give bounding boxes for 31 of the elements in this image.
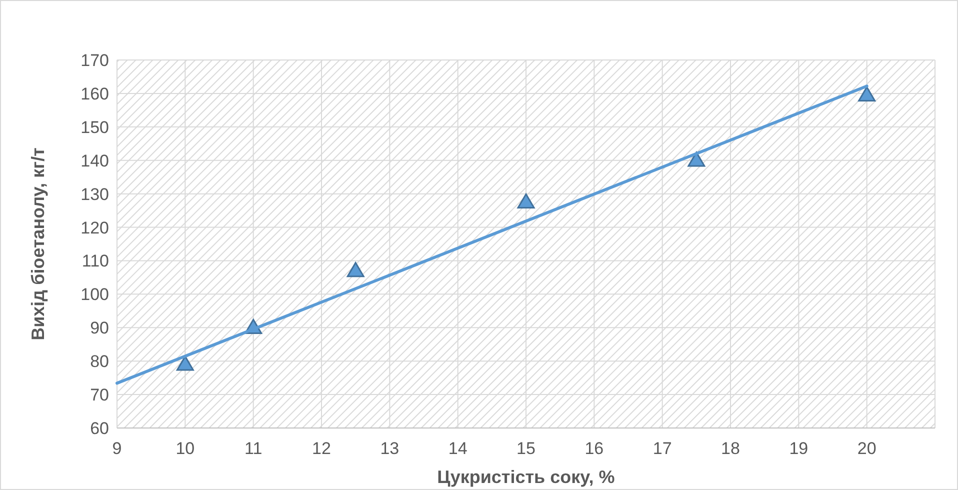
point xyxy=(688,152,706,167)
y-axis-title: Вихід біоетанолу, кг/т xyxy=(28,147,48,340)
x-tick-label: 19 xyxy=(789,439,808,458)
x-tick-label: 16 xyxy=(584,439,604,458)
y-tick-label: 140 xyxy=(80,151,109,170)
x-tick-label: 12 xyxy=(312,439,331,458)
x-tick-label: 15 xyxy=(516,439,536,458)
y-tick-label: 110 xyxy=(82,252,109,271)
y-tick-label: 150 xyxy=(80,118,109,137)
y-tick-label: 80 xyxy=(90,352,109,372)
y-tick-label: 100 xyxy=(80,285,109,304)
x-tick-label: 13 xyxy=(380,439,400,458)
y-tick-label: 60 xyxy=(90,419,109,438)
x-tick-label: 18 xyxy=(721,439,740,458)
x-tick-label: 17 xyxy=(652,439,672,458)
y-tick-label: 130 xyxy=(80,184,109,204)
y-tick-label: 120 xyxy=(80,218,109,238)
point xyxy=(346,262,364,278)
x-tick-label: 14 xyxy=(448,439,468,458)
y-tick-label: 170 xyxy=(80,51,109,70)
y-tick-label: 160 xyxy=(80,84,109,104)
x-tick-label: 10 xyxy=(176,439,195,458)
x-tick-label: 20 xyxy=(857,439,876,458)
point xyxy=(517,193,535,209)
x-tick-label: 9 xyxy=(112,439,122,458)
x-axis-title: Цукристість соку, % xyxy=(437,467,615,487)
y-tick-label: 70 xyxy=(90,386,109,405)
point xyxy=(858,86,876,102)
y-tick-label: 90 xyxy=(90,318,109,338)
x-tick-label: 11 xyxy=(244,439,262,458)
point xyxy=(176,356,194,371)
